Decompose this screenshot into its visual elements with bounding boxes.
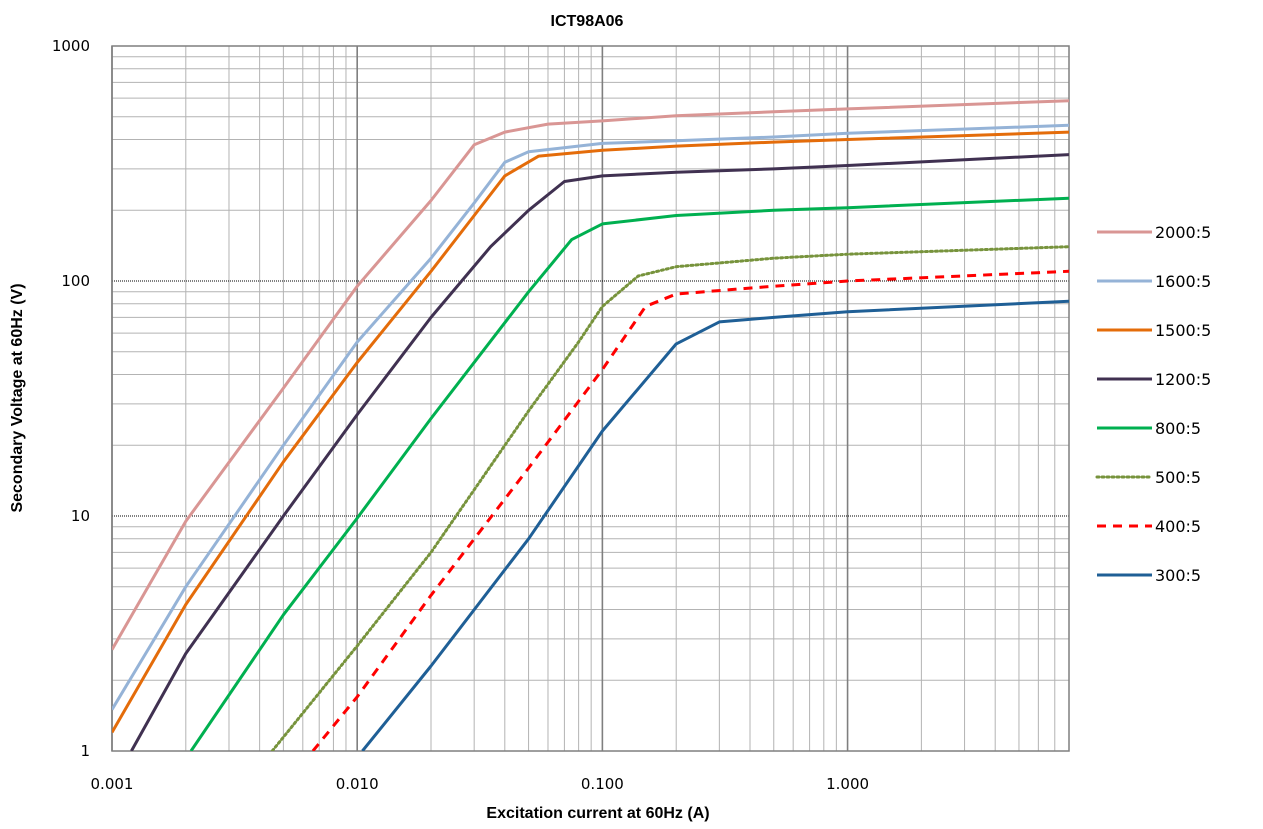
legend-label: 1600:5 <box>1155 272 1211 291</box>
series-line-800-5 <box>189 196 1069 751</box>
series-line-500-5 <box>270 245 1069 751</box>
x-tick-label: 0.010 <box>336 775 379 793</box>
x-axis-ticks: 0.001 0.010 0.100 1.000 <box>91 775 870 793</box>
y-tick-label: 1000 <box>52 37 90 55</box>
legend: 2000:5 1600:5 1500:5 1200:5 800:5 500:5 400:5 3… <box>1095 223 1211 585</box>
y-tick-label: 10 <box>71 507 90 525</box>
x-tick-label: 0.100 <box>581 775 624 793</box>
x-tick-label: 0.001 <box>91 775 134 793</box>
legend-label: 400:5 <box>1155 517 1201 536</box>
y-tick-label: 100 <box>61 272 90 290</box>
series-line-400-5 <box>311 269 1069 751</box>
series-line-300-5 <box>361 299 1069 751</box>
legend-label: 2000:5 <box>1155 223 1211 242</box>
chart-title: ICT98A06 <box>551 13 624 30</box>
series-layer <box>112 99 1069 751</box>
y-tick-label: 1 <box>80 742 90 760</box>
legend-label: 500:5 <box>1155 468 1201 487</box>
x-axis-title: Excitation current at 60Hz (A) <box>486 805 709 822</box>
y-axis-title: Secondary Voltage at 60Hz (V) <box>9 283 26 512</box>
series-line-1500-5 <box>112 130 1069 734</box>
y-axis-ticks: 1 10 100 1000 <box>52 37 90 760</box>
legend-label: 800:5 <box>1155 419 1201 438</box>
x-tick-label: 1.000 <box>826 775 869 793</box>
plot-area <box>111 45 1070 752</box>
legend-label: 1200:5 <box>1155 370 1211 389</box>
series-line-1600-5 <box>112 123 1069 711</box>
legend-label: 300:5 <box>1155 566 1201 585</box>
series-line-1200-5 <box>130 153 1069 751</box>
legend-label: 1500:5 <box>1155 321 1211 340</box>
series-line-2000-5 <box>112 99 1069 651</box>
